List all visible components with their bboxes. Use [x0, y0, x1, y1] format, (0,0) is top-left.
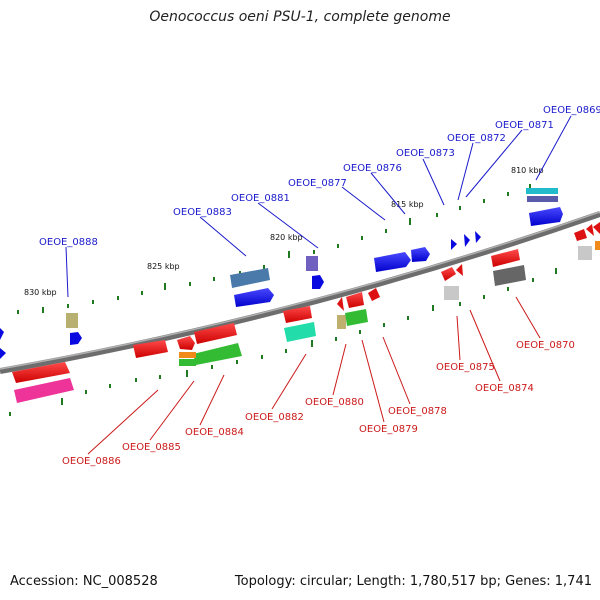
genes-reverse: [12, 222, 600, 403]
gene-0886-a[interactable]: [12, 362, 70, 383]
kbp-label-820: 820 kbp: [270, 233, 303, 242]
tick-marks-bottom: [9, 268, 557, 416]
accession-text: Accession: NC_008528: [10, 574, 158, 589]
leader-lines-bottom: [87, 296, 541, 455]
gene-0884-b[interactable]: [193, 343, 242, 365]
kbp-label-815: 815 kbp: [391, 200, 424, 209]
kbp-label-810: 810 kbp: [511, 166, 544, 175]
gene-0882-a[interactable]: [283, 306, 312, 323]
gene-0886-b[interactable]: [14, 378, 74, 403]
gene-0884-a[interactable]: [194, 323, 237, 344]
gene-0880-b[interactable]: [337, 315, 346, 329]
gene-0879-b[interactable]: [345, 309, 368, 326]
genome-summary-text: Topology: circular; Length: 1,780,517 bp…: [234, 574, 592, 589]
gene-0870-b[interactable]: [493, 265, 526, 286]
gene-0871[interactable]: [475, 231, 481, 243]
label-OEOE-0869[interactable]: OEOE_0869: [543, 105, 600, 116]
gene-0882-b[interactable]: [284, 322, 316, 342]
gene-0883-a[interactable]: [230, 268, 270, 288]
label-OEOE-0884[interactable]: OEOE_0884: [185, 427, 244, 438]
leader-lines-top: [65, 115, 572, 298]
label-OEOE-0880[interactable]: OEOE_0880: [305, 397, 364, 408]
gene-0869-b[interactable]: [527, 196, 558, 202]
gene-edge-left-b[interactable]: [0, 348, 6, 359]
gene-0881[interactable]: [306, 256, 318, 271]
gene-0874[interactable]: [456, 264, 463, 276]
gene-0885-b[interactable]: [177, 336, 195, 350]
gene-edge-right-a[interactable]: [574, 229, 587, 241]
gene-edge-right-e[interactable]: [595, 241, 600, 250]
gene-0884-d[interactable]: [179, 359, 196, 366]
label-OEOE-0875[interactable]: OEOE_0875: [436, 362, 495, 373]
gene-0869-a[interactable]: [526, 188, 558, 194]
label-OEOE-0874[interactable]: OEOE_0874: [475, 383, 534, 394]
label-OEOE-0873[interactable]: OEOE_0873: [396, 148, 455, 159]
gene-0872[interactable]: [464, 234, 470, 247]
gene-0878[interactable]: [368, 288, 380, 301]
label-OEOE-0885[interactable]: OEOE_0885: [122, 442, 181, 453]
map-title: Oenococcus oeni PSU-1, complete genome: [149, 9, 451, 25]
gene-0877[interactable]: [374, 252, 411, 272]
genes-forward: [0, 188, 563, 359]
label-OEOE-0870[interactable]: OEOE_0870: [516, 340, 575, 351]
gene-0879[interactable]: [346, 292, 364, 308]
gene-0870-a[interactable]: [491, 249, 520, 267]
label-OEOE-0871[interactable]: OEOE_0871: [495, 120, 554, 131]
genome-backbone: [0, 211, 600, 374]
label-OEOE-0878[interactable]: OEOE_0878: [388, 406, 447, 417]
label-OEOE-0886[interactable]: OEOE_0886: [62, 456, 121, 467]
gene-edge-left[interactable]: [0, 328, 4, 340]
label-OEOE-0888[interactable]: OEOE_0888: [39, 237, 98, 248]
label-OEOE-0881[interactable]: OEOE_0881: [231, 193, 290, 204]
gene-0876[interactable]: [411, 247, 430, 262]
label-OEOE-0872[interactable]: OEOE_0872: [447, 133, 506, 144]
gene-0885[interactable]: [133, 340, 168, 358]
label-OEOE-0876[interactable]: OEOE_0876: [343, 163, 402, 174]
gene-edge-right-d[interactable]: [578, 246, 592, 260]
gene-edge-right-c[interactable]: [593, 222, 600, 234]
gene-0888[interactable]: [70, 332, 82, 345]
gene-edge-right-b[interactable]: [586, 224, 594, 236]
gene-0883-b[interactable]: [234, 288, 274, 307]
gene-0888-block[interactable]: [66, 313, 78, 328]
kbp-label-825: 825 kbp: [147, 262, 180, 271]
label-OEOE-0883[interactable]: OEOE_0883: [173, 207, 232, 218]
gene-0884-c[interactable]: [179, 352, 196, 358]
gene-0873[interactable]: [451, 239, 457, 250]
gene-0875[interactable]: [441, 267, 456, 281]
gene-0881-b[interactable]: [312, 275, 324, 289]
label-OEOE-0879[interactable]: OEOE_0879: [359, 424, 418, 435]
gene-0869-c[interactable]: [529, 207, 563, 226]
genome-backbone-highlight: [0, 211, 600, 370]
label-OEOE-0877[interactable]: OEOE_0877: [288, 178, 347, 189]
gene-0880[interactable]: [337, 297, 344, 311]
kbp-label-830: 830 kbp: [24, 288, 57, 297]
gene-0875-b[interactable]: [444, 286, 459, 300]
label-OEOE-0882[interactable]: OEOE_0882: [245, 412, 304, 423]
